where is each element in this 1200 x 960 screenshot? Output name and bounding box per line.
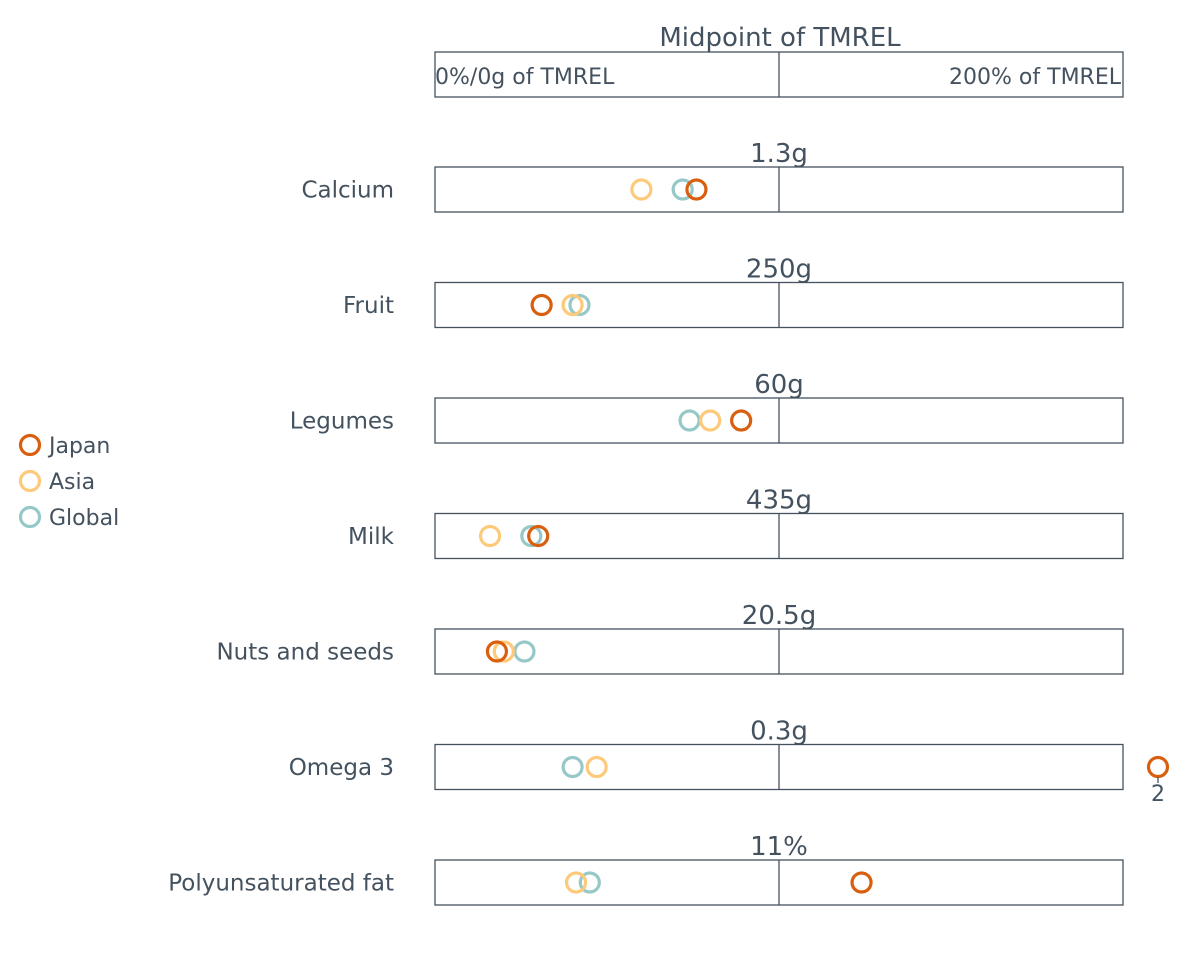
category-label: Omega 3: [289, 755, 394, 781]
legend-marker: [18, 469, 42, 493]
legend-marker: [18, 433, 42, 457]
legend-label: Japan: [47, 434, 110, 459]
midpoint-value-label: 0.3g: [750, 717, 808, 747]
dot-asia-legumes: [699, 409, 722, 432]
row-polyunsaturated-fat: Polyunsaturated fat 11%: [168, 832, 1124, 906]
dot-japan-polyunsaturated-fat: [850, 871, 873, 894]
dot-japan-legumes: [730, 409, 753, 432]
row-omega-3: Omega 3 0.3g 2: [289, 717, 1170, 807]
dot-asia-polyunsaturated-fat: [564, 871, 588, 894]
row-fruit: Fruit 250g: [343, 255, 1124, 329]
legend-label: Global: [49, 506, 119, 531]
midpoint-value-label: 11%: [750, 832, 808, 862]
dot-global-legumes: [678, 409, 701, 432]
dot-global-calcium: [671, 178, 694, 201]
dot-global-fruit: [568, 293, 591, 317]
legend-item-japan: Japan: [18, 433, 110, 459]
dot-japan-milk: [527, 524, 550, 548]
dot-global-milk: [520, 524, 543, 548]
dot-global-nuts-and-seeds: [513, 640, 536, 663]
dot-asia-calcium: [630, 178, 653, 201]
category-label: Nuts and seeds: [216, 640, 394, 666]
dot-global-omega-3: [561, 755, 584, 779]
category-label: Polyunsaturated fat: [168, 871, 394, 897]
dot-japan-nuts-and-seeds: [485, 640, 509, 663]
midpoint-value-label: 435g: [746, 486, 812, 516]
midpoint-value-label: 1.3g: [750, 139, 808, 169]
category-label: Fruit: [343, 293, 394, 319]
dot-japan-omega-3: [1146, 755, 1170, 779]
row-milk: Milk 435g: [348, 486, 1124, 560]
legend-label: Asia: [49, 470, 95, 495]
out-of-range-label: 2: [1151, 782, 1165, 807]
dot-asia-milk: [478, 524, 502, 548]
category-rows: Calcium 1.3g Fruit 250g Legumes 60g Milk 435g Nu…: [168, 139, 1170, 906]
category-label: Calcium: [301, 178, 394, 204]
axis-right-label: 200% of TMREL: [949, 65, 1122, 90]
category-label: Milk: [348, 524, 395, 550]
dot-asia-fruit: [561, 293, 584, 317]
row-nuts-and-seeds: Nuts and seeds 20.5g: [216, 601, 1124, 675]
row-calcium: Calcium 1.3g: [301, 139, 1124, 213]
dot-asia-omega-3: [585, 755, 608, 779]
dot-asia-nuts-and-seeds: [492, 640, 515, 663]
legend-item-asia: Asia: [18, 469, 95, 495]
row-legumes: Legumes 60g: [290, 370, 1124, 444]
axis-left-label: 0%/0g of TMREL: [435, 65, 615, 90]
category-label: Legumes: [290, 409, 394, 435]
legend: Japan Asia Global: [18, 433, 119, 531]
midpoint-value-label: 20.5g: [742, 601, 816, 631]
dot-japan-calcium: [685, 178, 708, 201]
dot-global-polyunsaturated-fat: [578, 871, 601, 894]
midpoint-value-label: 250g: [746, 255, 812, 285]
midpoint-value-label: 60g: [754, 370, 804, 400]
legend-marker: [18, 505, 42, 529]
chart-title: Midpoint of TMREL: [659, 23, 901, 53]
dot-japan-fruit: [530, 293, 553, 317]
legend-item-global: Global: [18, 505, 119, 531]
